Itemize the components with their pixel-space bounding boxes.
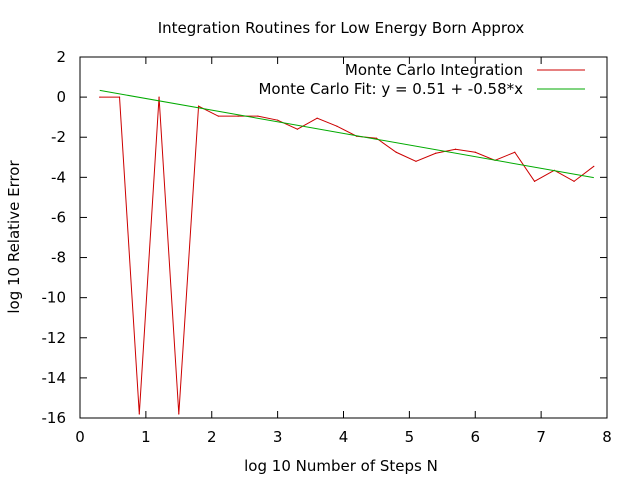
plot-series xyxy=(99,89,595,415)
data-point xyxy=(474,151,476,153)
data-point xyxy=(158,96,160,98)
y-tick-label: -16 xyxy=(42,409,67,427)
data-point xyxy=(178,413,180,415)
y-axis-label: log 10 Relative Error xyxy=(5,160,23,314)
data-point xyxy=(138,413,140,415)
x-tick-label: 4 xyxy=(339,428,349,446)
data-point xyxy=(277,119,279,121)
x-tick-label: 0 xyxy=(75,428,85,446)
data-point xyxy=(237,115,239,117)
data-point xyxy=(257,115,259,117)
chart-title: Integration Routines for Low Energy Born… xyxy=(158,19,525,37)
data-point xyxy=(118,96,121,98)
series-line-1 xyxy=(99,96,595,415)
y-tick-label: -6 xyxy=(51,208,66,226)
data-point xyxy=(573,180,575,182)
data-point xyxy=(197,105,200,107)
y-tick-label: -2 xyxy=(51,128,66,146)
data-point xyxy=(336,125,338,127)
x-tick-label: 6 xyxy=(470,428,480,446)
x-tick-label: 3 xyxy=(273,428,283,446)
data-point xyxy=(395,151,397,153)
x-tick-label: 2 xyxy=(207,428,217,446)
y-tick-label: -8 xyxy=(51,249,66,267)
legend-entry-label: Monte Carlo Integration xyxy=(345,61,523,79)
data-point xyxy=(593,165,595,167)
x-axis-label: log 10 Number of Steps N xyxy=(244,457,438,475)
data-point xyxy=(454,148,457,150)
y-tick-label: -12 xyxy=(42,329,67,347)
data-point xyxy=(217,115,219,117)
data-point xyxy=(533,180,536,182)
x-tick-label: 1 xyxy=(141,428,151,446)
y-tick-label: -14 xyxy=(42,369,67,387)
data-point xyxy=(296,128,298,130)
data-point xyxy=(99,96,101,98)
data-point xyxy=(375,137,378,139)
data-point xyxy=(316,117,318,119)
y-tick-label: -10 xyxy=(42,289,67,307)
x-tick-label: 8 xyxy=(602,428,612,446)
x-tick-label: 5 xyxy=(405,428,415,446)
x-tick-label: 7 xyxy=(536,428,546,446)
axes: 0 1 2 3 4 5 6 7 8 2 0 -2 -4 -6 -8 -10 -12 -14 -16 xyxy=(42,48,612,446)
data-point xyxy=(514,151,516,153)
series-line-2 xyxy=(99,89,594,179)
y-tick-label: 2 xyxy=(56,48,66,66)
data-point xyxy=(415,160,417,162)
y-tick-label: 0 xyxy=(56,88,66,106)
data-point xyxy=(435,152,437,154)
legend-entry-label: Monte Carlo Fit: y = 0.51 + -0.58*x xyxy=(258,80,523,98)
y-tick-label: -4 xyxy=(51,168,66,186)
